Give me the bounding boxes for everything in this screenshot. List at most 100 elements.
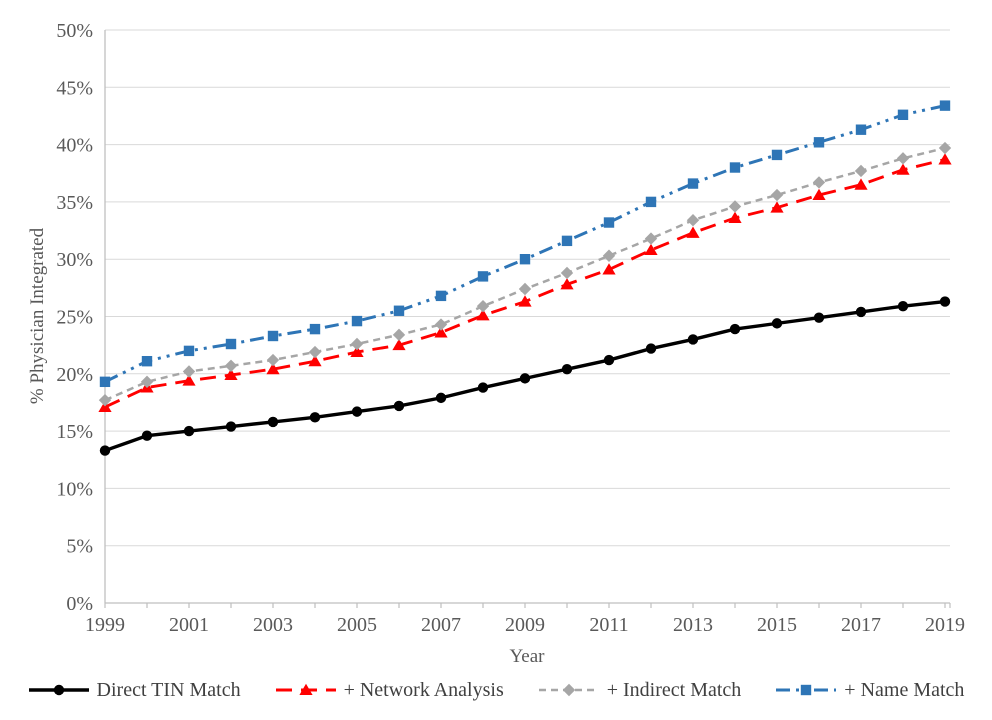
data-point-marker xyxy=(770,201,784,213)
legend-label: + Name Match xyxy=(844,678,965,701)
data-point-marker xyxy=(687,334,699,345)
chart-legend: Direct TIN Match + Network Analysis + Indi… xyxy=(0,672,992,708)
data-point-marker xyxy=(225,421,237,432)
x-tick-label: 2011 xyxy=(589,614,628,636)
y-tick-label: 5% xyxy=(66,536,93,558)
data-point-marker xyxy=(686,226,700,238)
data-point-marker xyxy=(434,326,448,338)
data-point-marker xyxy=(896,152,910,165)
data-point-marker xyxy=(728,200,742,213)
y-tick-label: 50% xyxy=(56,20,93,42)
legend-label: Direct TIN Match xyxy=(96,678,241,701)
data-point-marker xyxy=(603,354,615,366)
data-point-marker xyxy=(686,214,700,227)
data-point-marker xyxy=(645,343,657,354)
data-point-marker xyxy=(602,249,616,262)
data-point-marker xyxy=(476,309,490,321)
data-point-marker xyxy=(897,300,909,312)
data-point-marker xyxy=(561,364,573,375)
data-point-marker xyxy=(729,162,741,173)
data-point-marker xyxy=(140,375,154,389)
data-point-marker xyxy=(350,345,364,358)
data-point-marker xyxy=(434,318,448,331)
series-name-match xyxy=(99,100,951,388)
data-point-marker xyxy=(267,330,279,342)
data-point-marker xyxy=(224,359,238,372)
data-point-marker xyxy=(728,211,742,223)
data-point-marker xyxy=(266,362,280,375)
data-point-marker xyxy=(393,305,405,316)
data-point-marker xyxy=(225,338,237,350)
chart-plot-area: 0% 5% 10% 15% 20% 25% 30% 35% 40% 45% 50% 1999 2001 2… xyxy=(56,20,965,636)
data-point-marker xyxy=(183,345,195,357)
data-point-marker xyxy=(392,328,406,342)
data-point-marker xyxy=(519,254,531,265)
data-point-marker xyxy=(561,235,573,247)
data-point-marker xyxy=(644,232,658,245)
data-point-marker xyxy=(393,400,405,412)
data-point-marker xyxy=(771,149,783,161)
data-point-marker xyxy=(770,188,784,202)
y-tick-label: 15% xyxy=(56,421,93,443)
legend-symbol xyxy=(776,684,837,696)
y-tick-label: 10% xyxy=(56,478,93,500)
y-tick-label: 40% xyxy=(56,135,93,157)
data-point-marker xyxy=(897,109,909,121)
data-point-marker xyxy=(602,263,616,275)
legend-item: Direct TIN Match xyxy=(28,679,241,702)
x-tick-label: 2003 xyxy=(253,614,293,636)
data-point-marker xyxy=(98,400,112,413)
legend-symbol xyxy=(28,684,89,696)
data-point-marker xyxy=(854,164,868,178)
legend-marker xyxy=(562,683,575,697)
y-tick-label: 35% xyxy=(56,192,93,214)
data-point-marker xyxy=(855,306,867,318)
series-network-analysis xyxy=(98,153,952,413)
data-point-marker xyxy=(812,188,826,201)
x-tick-label: 2015 xyxy=(757,614,797,636)
data-point-marker xyxy=(141,430,153,441)
data-point-marker xyxy=(645,196,657,208)
data-point-marker xyxy=(182,374,196,386)
data-point-marker xyxy=(308,354,322,367)
y-tick-label: 45% xyxy=(56,77,93,99)
data-point-marker xyxy=(813,137,825,148)
data-point-marker xyxy=(182,365,196,378)
data-point-marker xyxy=(477,382,489,393)
data-point-marker xyxy=(560,278,574,290)
data-point-marker xyxy=(351,315,363,327)
legend-item: + Name Match xyxy=(775,679,964,702)
data-point-marker xyxy=(812,176,826,189)
legend-item: + Indirect Match xyxy=(538,679,741,702)
series-indirect-match xyxy=(98,141,952,407)
data-point-marker xyxy=(519,373,531,384)
data-point-marker xyxy=(813,312,825,323)
data-point-marker xyxy=(99,376,111,388)
data-point-marker xyxy=(267,416,279,428)
data-point-marker xyxy=(603,217,615,228)
x-tick-label: 2017 xyxy=(841,614,881,636)
x-tick-label: 2019 xyxy=(925,614,965,636)
data-point-marker xyxy=(939,296,951,307)
data-point-marker xyxy=(266,353,280,367)
data-point-marker xyxy=(350,337,364,351)
data-point-marker xyxy=(518,295,532,307)
y-tick-label: 25% xyxy=(56,307,93,329)
data-point-marker xyxy=(771,318,783,329)
data-point-marker xyxy=(308,345,322,359)
x-tick-label: 2001 xyxy=(169,614,209,636)
legend-label: + Network Analysis xyxy=(343,678,504,701)
data-point-marker xyxy=(939,100,951,111)
y-tick-label: 20% xyxy=(56,364,93,386)
data-point-marker xyxy=(141,355,153,367)
data-point-marker xyxy=(896,163,910,175)
x-tick-label: 2013 xyxy=(673,614,713,636)
legend-marker xyxy=(801,684,812,696)
data-point-marker xyxy=(518,282,532,296)
x-axis-title: Year xyxy=(509,646,545,667)
data-point-marker xyxy=(560,266,574,280)
legend-marker xyxy=(53,684,64,696)
legend-item: + Network Analysis xyxy=(275,679,504,702)
data-point-marker xyxy=(687,178,699,189)
y-axis-title: % Physician Integrated xyxy=(27,227,48,405)
